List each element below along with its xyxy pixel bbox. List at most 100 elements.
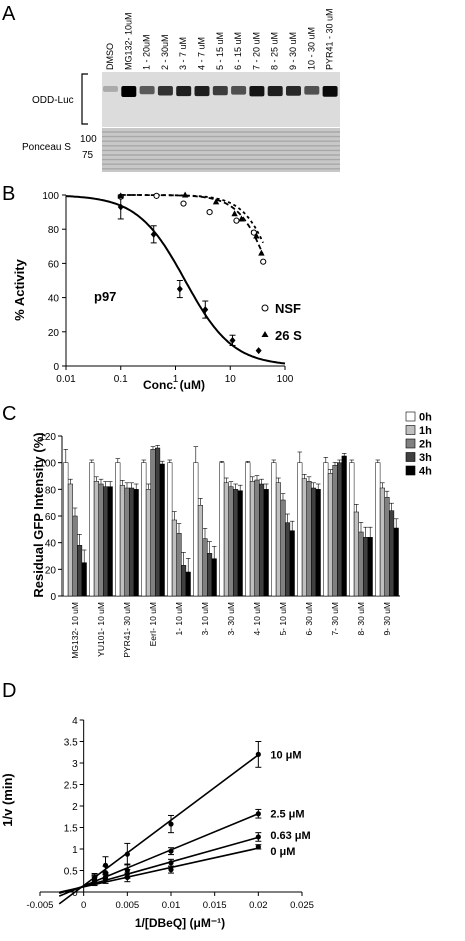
bar-4h (185, 571, 191, 597)
y-tick-label: 0.5 (64, 867, 78, 878)
y-tick-label: 80 (45, 485, 57, 496)
s26-point (117, 192, 124, 199)
bar-4h (237, 490, 243, 597)
blot-band (157, 86, 173, 96)
bar-1h (301, 478, 307, 597)
p97-point (255, 347, 262, 355)
data-point (255, 811, 261, 817)
bar-0h (297, 462, 303, 597)
data-point (124, 851, 130, 857)
blot-band (139, 86, 155, 95)
bar-1h (327, 473, 333, 597)
category-label: MG132- 10 uM (70, 602, 80, 659)
series-label: 10 μM (270, 749, 301, 761)
bar-2h (306, 481, 312, 597)
s26-legend-marker (261, 331, 269, 337)
bar-4h (159, 463, 165, 597)
bar-2h (358, 531, 364, 597)
bar-2h (280, 499, 286, 597)
odd-luc-blot (102, 72, 340, 127)
lane-labels: DMSO MG132- 10uM 1 - 20uM 2 - 30uM 3 - 7 uM 4… (105, 8, 335, 70)
blot-band (231, 86, 247, 95)
lane-label: DMSO (105, 43, 115, 70)
y-tick-label: 0 (72, 888, 78, 899)
panel-c-chart: 0 20 40 60 80 100 120 MG132- 10 uM YU101- 10 uM… (31, 412, 432, 659)
category-label: 5- 10 uM (278, 602, 288, 636)
bar-2h (72, 515, 78, 597)
panel-d-points (91, 741, 262, 887)
bar-0h (375, 462, 381, 597)
data-point (255, 844, 261, 850)
bar-0h (141, 462, 147, 597)
category-label: EerI- 10 uM (148, 602, 158, 646)
y-tick-label: 120 (39, 432, 56, 443)
bar-1h (353, 511, 359, 597)
x-tick-label: 10 (225, 374, 237, 385)
data-point (91, 878, 98, 884)
p97-point (229, 336, 236, 344)
bar-3h (363, 537, 369, 597)
bar-1h (145, 489, 151, 597)
bar-4h (133, 489, 139, 597)
bar-3h (103, 486, 109, 597)
legend-label: 0h (419, 412, 432, 424)
data-point (168, 821, 174, 827)
odd-luc-bracket (81, 73, 88, 125)
bar-4h (367, 537, 373, 597)
p97-point (117, 203, 124, 211)
series-label: 2.5 μM (270, 809, 304, 821)
blot-bands (103, 86, 338, 97)
bar-2h (384, 497, 390, 597)
y-tick-label: 1 (72, 845, 78, 856)
lane-label: 3 - 7 uM (178, 37, 188, 70)
ponceau-lines (102, 131, 340, 170)
bar-3h (311, 487, 317, 597)
p97-point (202, 306, 209, 314)
x-tick-label: 0.025 (290, 900, 314, 911)
blot-band (103, 86, 118, 92)
y-tick-label: 60 (45, 512, 57, 523)
nsf-point (180, 200, 187, 207)
panel-letter-c: C (2, 403, 16, 425)
x-tick-label: -0.005 (27, 900, 54, 911)
bar-0h (89, 462, 95, 597)
bar-0h (219, 462, 225, 597)
data-point (168, 860, 174, 866)
y-tick-label: 20 (45, 565, 57, 576)
category-label: PYR41- 30 uM (122, 602, 132, 658)
s26-point (253, 232, 260, 239)
y-tick-label: 100 (42, 191, 59, 202)
bar-2h (124, 487, 130, 597)
bar-4h (81, 562, 87, 597)
panel-letter-b: B (2, 183, 15, 205)
panel-a-blot: DMSO MG132- 10uM 1 - 20uM 2 - 30uM 3 - 7 uM 4… (22, 8, 340, 172)
bar-1h (379, 487, 385, 597)
s26-point (212, 198, 220, 205)
y-tick-label: 0 (53, 362, 59, 373)
panel-b-chart: 0 20 40 60 80 100 0.01 0.1 1 10 100 % Activity Con… (12, 191, 302, 392)
panel-b-points (117, 191, 267, 355)
lane-label: 9 - 30 uM (288, 32, 298, 70)
s26-point (231, 210, 238, 217)
bar-4h (315, 489, 321, 597)
bar-0h (167, 462, 173, 597)
bar-3h (389, 510, 395, 597)
bar-0h (323, 462, 329, 597)
lane-label: 1 - 20uM (142, 34, 152, 70)
panel-d-ylabel: 1/v (min) (0, 773, 15, 826)
x-tick-label: 0 (81, 900, 86, 911)
blot-band (304, 86, 320, 95)
x-tick-label: 1 (173, 374, 179, 385)
lane-label: 8 - 25 uM (270, 32, 280, 70)
bar-1h (93, 481, 99, 597)
bar-4h (107, 486, 113, 597)
marker-100: 100 (80, 134, 97, 145)
y-tick-label: 20 (48, 328, 60, 339)
p97-fit-curve (65, 195, 286, 365)
legend-swatch (405, 411, 416, 422)
blot-band (249, 86, 265, 97)
category-label: 7- 30 uM (330, 602, 340, 636)
panel-letter-d: D (2, 680, 16, 702)
data-point (255, 751, 261, 758)
